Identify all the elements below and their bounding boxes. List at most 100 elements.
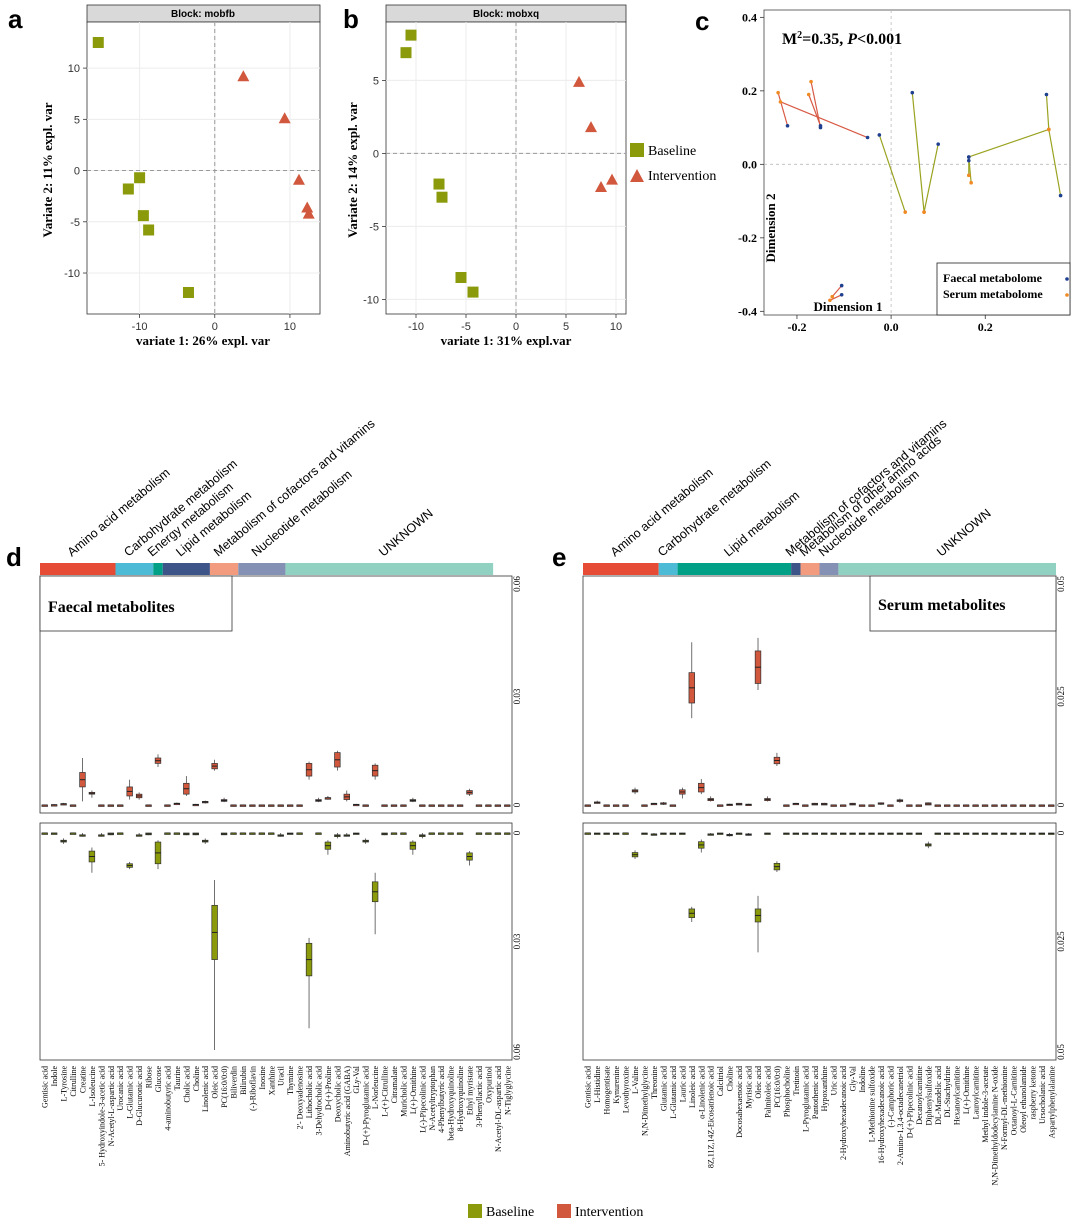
- panel-b-point-baseline: [467, 286, 479, 298]
- panel-e-metabolite-label: Levothyroxine: [622, 1066, 631, 1114]
- panel-c-serum-point: [806, 92, 811, 97]
- panel-c-xlabel: Dimension 1: [814, 299, 883, 314]
- panel-b-point-baseline: [405, 29, 417, 41]
- panel-d-category-bar: [40, 563, 116, 575]
- panel-d-category-label: UNKNOWN: [376, 506, 436, 559]
- panel-d-title: Faecal metabolites: [48, 599, 175, 616]
- legend-ab-baseline-label: Baseline: [648, 144, 696, 159]
- panel-d-category-label: Metabolism of cofactors and vitamins: [211, 416, 378, 559]
- panel-d-metabolite-label: L-Glutamic acid: [126, 1066, 135, 1119]
- panel-b-xtick-label: 0: [513, 321, 519, 333]
- panel-e-metabolite-label: N,N-Dimethylglycine: [640, 1066, 649, 1136]
- panel-d-metabolite-label: Citramalate: [390, 1066, 399, 1104]
- panel-c-annot-eq: =0.35,: [802, 31, 847, 48]
- panel-d-metabolite-label: N-Acetyl-DL-aspartic acid: [494, 1066, 503, 1152]
- panel-d-metabolite-label: Choline: [192, 1066, 201, 1092]
- panel-e-category-bar: [658, 563, 678, 575]
- panel-d-category-bar: [238, 563, 286, 575]
- panel-c-annot-p: P: [846, 31, 857, 48]
- panel-c-faecal-point: [910, 90, 915, 95]
- panel-a-ytick-label: -5: [70, 217, 80, 229]
- panel-e-category-bar: [800, 563, 820, 575]
- panel-e-top-ytick: 0.025: [1056, 686, 1066, 707]
- panel-e-category-bar: [677, 563, 792, 575]
- panel-d-top-ytick: 0.03: [512, 688, 522, 704]
- panel-c-serum-point: [969, 180, 973, 185]
- panel-b-ytick-label: 5: [373, 75, 379, 87]
- panel-d-metabolite-label: Glucose: [154, 1066, 163, 1093]
- panel-c-link: [968, 128, 1050, 158]
- panel-e-category-label: Metabolism of other amino acids: [797, 433, 944, 559]
- panel-e-metabolite-label: Octanoyl-L-Carnitine: [1009, 1066, 1018, 1136]
- panel-b-xtick-label: -10: [408, 321, 424, 333]
- panel-a-strip-title: Block: mobfb: [171, 9, 235, 20]
- panel-b-ytick-label: -10: [363, 294, 379, 306]
- panel-e-metabolite-label: Gly-Val: [849, 1065, 858, 1091]
- panel-b-ylabel: Variate 2: 14% expl. var: [345, 102, 360, 238]
- panel-c-ytick-label: 0.2: [742, 84, 757, 98]
- panel-e-title-box: [869, 575, 1057, 632]
- panel-d-metabolite-label: GLy-Val: [352, 1065, 361, 1093]
- panel-d-metabolite-label: Bilirubin: [239, 1066, 248, 1095]
- panel-c-faecal-point: [966, 155, 971, 159]
- panel-d-category-bar: [285, 563, 494, 575]
- panel-c-serum-point: [776, 90, 780, 95]
- panel-c-procrustes: -0.2 0.0 0.2 -0.4 -0.2 0.0 0.2 0.4 M2=0.35, P<0.…: [738, 9, 1071, 334]
- panel-e-metabolite-label: Ursocholanic acid: [1038, 1066, 1047, 1124]
- panel-e-metabolite-label: L(+)-Ornithine: [962, 1066, 971, 1115]
- panel-e-metabolite-label: Aspartylphenylalanine: [1047, 1066, 1056, 1139]
- panel-c-serum-point: [903, 210, 908, 214]
- panel-d-metabolite-label: Biliverdin: [230, 1066, 239, 1098]
- panel-c-ytick-label: 0.4: [742, 10, 757, 24]
- panel-c-link: [878, 134, 906, 213]
- panel-c-faecal-point: [865, 135, 870, 140]
- panel-d-metabolite-label: L-Norleucine: [371, 1066, 380, 1110]
- panel-e-category-bar: [583, 563, 659, 575]
- panel-d-metabolite-label: Muricholic acid: [399, 1066, 408, 1117]
- panel-c-serum-point: [922, 210, 926, 214]
- panel-d-bottom-ytick: 0: [512, 830, 522, 835]
- panel-b-ytick-label: 0: [373, 148, 379, 160]
- panel-d-metabolite-label: D-Glucuronic acid: [135, 1066, 144, 1126]
- panel-b-plot-area: [385, 21, 627, 315]
- panel-b-point-intervention: [585, 121, 597, 133]
- panel-e-metabolite-label: 2-Hydroxyhexadecanoic acid: [839, 1066, 848, 1160]
- panel-d-metabolite-label: L-(+)-Citrulline: [381, 1066, 390, 1117]
- panel-a-xtick-label: 0: [212, 321, 218, 333]
- panel-label-e: e: [552, 542, 566, 572]
- panel-e-category-bar: [819, 563, 839, 575]
- panel-b-xtick-label: 10: [610, 321, 622, 333]
- panel-c-legend-faecal: Faecal metabolome: [943, 271, 1043, 285]
- panel-b-point-intervention: [606, 173, 618, 185]
- panel-d-metabolite-label: Creatine: [78, 1066, 87, 1094]
- panel-b-ytick-label: -5: [369, 221, 379, 233]
- panel-e-metabolite-label: Choline: [726, 1066, 735, 1092]
- panel-e-metabolite-label: Homogentisate: [603, 1066, 612, 1115]
- panel-e-metabolite-label: Docosahexaenoic acid: [735, 1066, 744, 1138]
- panel-e-metabolite-label: L-Glutamic acid: [669, 1066, 678, 1119]
- panel-e-category-bar: [838, 563, 1056, 575]
- panel-e-metabolite-label: N-Formyl-DL-methionine: [1000, 1066, 1009, 1150]
- panel-e-top-ytick: 0: [1056, 802, 1066, 807]
- panel-c-faecal-point: [936, 142, 940, 146]
- panel-a-ytick-label: -10: [64, 268, 80, 280]
- panel-label-c: c: [695, 6, 709, 36]
- panel-e-metabolite-label: L-Valine: [631, 1066, 640, 1094]
- panel-d-top-ytick: 0: [512, 802, 522, 807]
- panel-d-metabolite-label: Cholic acid: [182, 1066, 191, 1103]
- panel-d-metabolite-label: PC(16:0/0:0): [220, 1066, 229, 1108]
- legend-bottom-baseline-label: Baseline: [486, 1205, 534, 1220]
- panel-a-xtick-label: -10: [132, 321, 148, 333]
- panel-c-link: [780, 101, 868, 139]
- panel-a-ytick-label: 0: [74, 166, 80, 178]
- panel-c-annot-m: M: [782, 31, 797, 48]
- panel-d-title-box: [39, 575, 233, 632]
- panel-c-serum-point: [830, 294, 835, 299]
- legend-bottom: Baseline Intervention: [468, 1204, 643, 1220]
- panel-a-point-intervention: [302, 207, 315, 219]
- panel-e-category-label: Metabolism of cofactors and vitamins: [783, 416, 950, 559]
- panel-c-serum-point: [809, 79, 813, 84]
- panel-a-xlabel: variate 1: 26% expl. var: [136, 333, 270, 348]
- panel-c-ytick-label: -0.4: [738, 304, 757, 318]
- panel-c-xtick-label: 0.0: [884, 320, 899, 334]
